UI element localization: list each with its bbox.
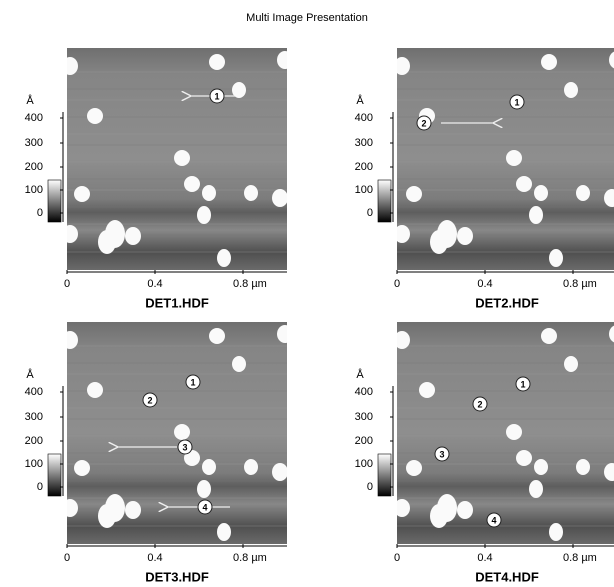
scale-label: 100 [355, 458, 373, 470]
scale-label: 400 [25, 112, 43, 124]
x-label: 0.8 µm [233, 552, 267, 564]
x-label: 0.4 [147, 552, 162, 564]
scale-label: 100 [355, 184, 373, 196]
afm-image: 1 2 3 4 [67, 322, 287, 544]
panel: 1 Å 400 300 200 100 0 0 0.4 0.8 µm DET1.HDF [25, 48, 287, 310]
x-label: 0 [394, 552, 400, 564]
x-label: 0.4 [477, 552, 492, 564]
marker-label: 1 [520, 379, 525, 389]
x-label: 0 [64, 278, 70, 290]
panel-name: DET2.HDF [475, 295, 539, 310]
marker [486, 512, 502, 528]
scale-label: 200 [355, 435, 373, 447]
scale-label: 200 [355, 161, 373, 173]
scale-label: 400 [355, 112, 373, 124]
afm-image: 1 [67, 48, 287, 270]
x-label: 0 [64, 552, 70, 564]
scale-label: 400 [25, 386, 43, 398]
color-bar [377, 179, 392, 223]
marker [185, 374, 201, 390]
scale-label: 0 [37, 207, 43, 219]
scale-unit: Å [26, 368, 34, 381]
scale-label: 400 [355, 386, 373, 398]
marker-label: 1 [190, 377, 195, 387]
panel: 1 2 3 4 Å 400 300 200 100 0 0 0.4 0.8 µm DET3.HDF [25, 322, 287, 584]
scale-label: 200 [25, 435, 43, 447]
scale-label: 200 [25, 161, 43, 173]
scale-label: 300 [25, 411, 43, 423]
marker [416, 115, 432, 131]
scale-unit: Å [356, 368, 364, 381]
marker-label: 3 [182, 442, 187, 452]
marker [177, 439, 193, 455]
marker [509, 94, 525, 110]
panel-name: DET1.HDF [145, 295, 209, 310]
scale-label: 300 [25, 137, 43, 149]
marker-label: 4 [491, 515, 496, 525]
marker [515, 376, 531, 392]
panel: 1 2 3 4 Å 400 300 200 100 0 0 0.4 0.8 µm DET4.HDF [355, 322, 614, 584]
scale-label: 0 [367, 207, 373, 219]
panel-name: DET4.HDF [475, 569, 539, 584]
x-label: 0.4 [477, 278, 492, 290]
scale-label: 300 [355, 411, 373, 423]
x-label: 0 [394, 278, 400, 290]
x-label: 0.8 µm [233, 278, 267, 290]
marker-label: 2 [477, 399, 482, 409]
marker [142, 392, 158, 408]
marker-label: 1 [214, 91, 219, 101]
marker-label: 4 [202, 502, 207, 512]
scale-label: 0 [367, 481, 373, 493]
color-bar [47, 453, 62, 497]
panel-name: DET3.HDF [145, 569, 209, 584]
marker [434, 446, 450, 462]
scale-label: 100 [25, 458, 43, 470]
marker-label: 2 [147, 395, 152, 405]
marker-label: 2 [421, 118, 426, 128]
scale-unit: Å [26, 94, 34, 107]
scale-label: 100 [25, 184, 43, 196]
figure-title: Multi Image Presentation [246, 12, 368, 24]
color-bar [47, 179, 62, 223]
scale-label: 300 [355, 137, 373, 149]
marker [209, 88, 225, 104]
scale-unit: Å [356, 94, 364, 107]
scale-label: 0 [37, 481, 43, 493]
marker [197, 499, 213, 515]
marker-label: 3 [439, 449, 444, 459]
x-label: 0.4 [147, 278, 162, 290]
color-bar [377, 453, 392, 497]
afm-image: 1 2 3 4 [397, 322, 614, 544]
marker-label: 1 [514, 97, 519, 107]
x-label: 0.8 µm [563, 552, 597, 564]
afm-image: 21 [397, 48, 614, 270]
x-label: 0.8 µm [563, 278, 597, 290]
marker [472, 396, 488, 412]
